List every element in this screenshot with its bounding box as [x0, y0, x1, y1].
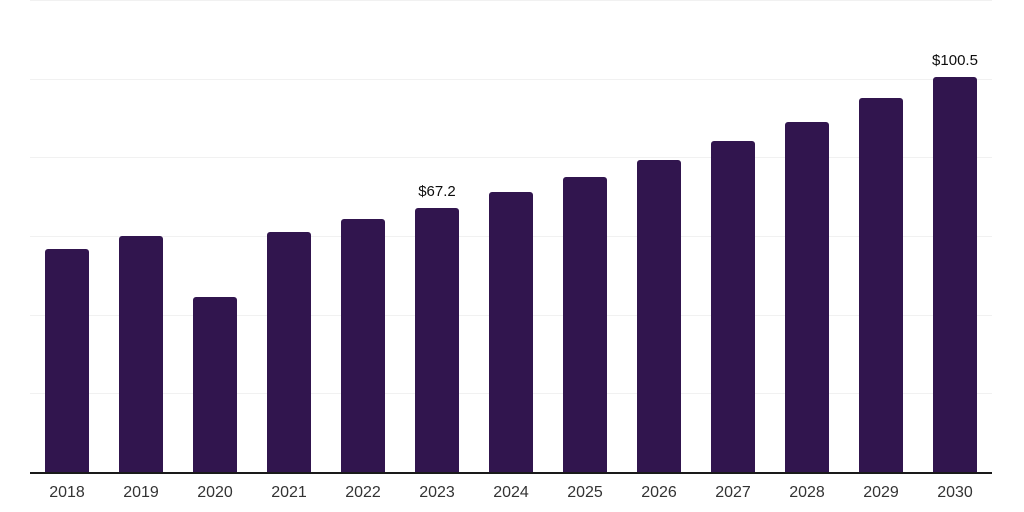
bar-2019 [119, 235, 163, 472]
bar-2030 [933, 76, 977, 472]
x-tick-label-2019: 2019 [123, 484, 159, 501]
bar-2029 [859, 98, 903, 472]
bar-band [770, 0, 844, 472]
bar-band [474, 0, 548, 472]
bar-2025 [563, 177, 607, 472]
x-tick-label-2021: 2021 [271, 484, 307, 501]
bar-2022 [341, 219, 385, 472]
x-tick-label-2024: 2024 [493, 484, 529, 501]
gridline [30, 78, 992, 80]
bar-band: $100.5 [918, 0, 992, 472]
bar-2027 [711, 141, 755, 472]
bar-band [548, 0, 622, 472]
bar-value-label-2030: $100.5 [932, 51, 978, 69]
x-tick-label-2025: 2025 [567, 484, 603, 501]
bar-2021 [267, 232, 311, 472]
bar-2018 [45, 248, 89, 472]
bar-band [252, 0, 326, 472]
bar-2020 [193, 296, 237, 472]
x-tick-label-2030: 2030 [937, 484, 973, 501]
bar-2028 [785, 121, 829, 472]
bar-band [104, 0, 178, 472]
x-tick-label-2029: 2029 [863, 484, 899, 501]
x-tick-label-2026: 2026 [641, 484, 677, 501]
bar-band [696, 0, 770, 472]
plot-area: $67.2 $100.5 [30, 0, 992, 474]
x-tick-label-2023: 2023 [419, 484, 455, 501]
gridline [30, 157, 992, 159]
x-tick-label-2027: 2027 [715, 484, 751, 501]
bars-layer: $67.2 $100.5 [30, 0, 992, 472]
x-tick-label-2022: 2022 [345, 484, 381, 501]
bar-band [326, 0, 400, 472]
bar-band [622, 0, 696, 472]
x-tick-label-2018: 2018 [49, 484, 85, 501]
bar-value-label-2023: $67.2 [418, 182, 456, 200]
bar-band [844, 0, 918, 472]
bar-2023 [415, 207, 459, 472]
x-axis-line [30, 472, 992, 474]
bar-band [30, 0, 104, 472]
bar-band [178, 0, 252, 472]
bar-2026 [637, 160, 681, 472]
bar-2024 [489, 192, 533, 472]
gridline [30, 0, 992, 1]
x-tick-label-2020: 2020 [197, 484, 233, 501]
x-tick-label-2028: 2028 [789, 484, 825, 501]
x-axis-tick-labels: 2018 2019 2020 2021 2022 2023 2024 2025 2026 2027… [30, 483, 992, 503]
bar-band: $67.2 [400, 0, 474, 472]
